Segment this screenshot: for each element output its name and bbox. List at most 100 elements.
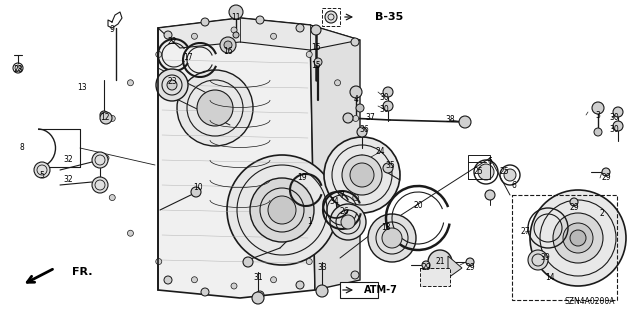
Circle shape bbox=[231, 283, 237, 289]
Text: 33: 33 bbox=[317, 263, 327, 273]
Circle shape bbox=[350, 86, 362, 98]
Circle shape bbox=[296, 281, 304, 289]
Circle shape bbox=[156, 52, 162, 58]
Text: 34: 34 bbox=[329, 197, 339, 206]
Circle shape bbox=[201, 288, 209, 296]
Circle shape bbox=[233, 32, 239, 38]
Text: 4: 4 bbox=[353, 95, 358, 105]
Circle shape bbox=[100, 112, 112, 124]
Text: 5: 5 bbox=[40, 171, 44, 180]
Circle shape bbox=[167, 80, 177, 90]
Text: 30: 30 bbox=[609, 114, 619, 123]
Circle shape bbox=[602, 168, 610, 176]
Text: 11: 11 bbox=[231, 13, 241, 22]
Circle shape bbox=[306, 259, 312, 265]
Circle shape bbox=[382, 228, 402, 248]
Bar bbox=[340, 282, 378, 298]
Text: 19: 19 bbox=[297, 173, 307, 182]
Circle shape bbox=[324, 137, 400, 213]
Text: 13: 13 bbox=[77, 84, 87, 92]
Text: 14: 14 bbox=[545, 274, 555, 283]
Circle shape bbox=[353, 195, 359, 201]
Polygon shape bbox=[158, 18, 315, 298]
Circle shape bbox=[528, 250, 548, 270]
Circle shape bbox=[109, 195, 115, 201]
Text: 6: 6 bbox=[511, 180, 516, 189]
Text: 21: 21 bbox=[435, 258, 445, 267]
Text: 23: 23 bbox=[167, 77, 177, 86]
Circle shape bbox=[570, 230, 586, 246]
Circle shape bbox=[330, 204, 366, 240]
Text: 30: 30 bbox=[379, 106, 389, 115]
Circle shape bbox=[325, 11, 337, 23]
Bar bbox=[420, 268, 450, 286]
Text: B-35: B-35 bbox=[375, 12, 403, 22]
Text: 9: 9 bbox=[109, 26, 115, 35]
Circle shape bbox=[177, 70, 253, 146]
Circle shape bbox=[164, 31, 172, 39]
Text: 16: 16 bbox=[223, 47, 233, 57]
Text: 29: 29 bbox=[465, 263, 475, 273]
Circle shape bbox=[103, 155, 109, 161]
Circle shape bbox=[229, 5, 243, 19]
Circle shape bbox=[231, 27, 237, 33]
Polygon shape bbox=[448, 256, 462, 278]
Text: 7: 7 bbox=[340, 191, 344, 201]
Text: FR.: FR. bbox=[72, 267, 93, 277]
Circle shape bbox=[459, 116, 471, 128]
Text: 37: 37 bbox=[365, 114, 375, 123]
Circle shape bbox=[357, 127, 367, 137]
Circle shape bbox=[383, 87, 393, 97]
Circle shape bbox=[250, 178, 314, 242]
Text: 18: 18 bbox=[381, 223, 391, 233]
Circle shape bbox=[530, 190, 626, 286]
Circle shape bbox=[563, 223, 593, 253]
Text: 29: 29 bbox=[601, 173, 611, 182]
Circle shape bbox=[359, 155, 365, 161]
Text: 25: 25 bbox=[499, 167, 509, 177]
Circle shape bbox=[256, 291, 264, 299]
Circle shape bbox=[311, 25, 321, 35]
Circle shape bbox=[383, 101, 393, 111]
Text: 1: 1 bbox=[308, 218, 312, 227]
Text: 8: 8 bbox=[20, 143, 24, 153]
Text: 24: 24 bbox=[375, 148, 385, 156]
Circle shape bbox=[466, 258, 474, 266]
Circle shape bbox=[34, 162, 50, 178]
Circle shape bbox=[100, 111, 108, 119]
Circle shape bbox=[314, 58, 322, 66]
Circle shape bbox=[335, 230, 340, 236]
Polygon shape bbox=[158, 18, 360, 50]
Text: 15: 15 bbox=[311, 44, 321, 52]
Polygon shape bbox=[310, 25, 360, 290]
Circle shape bbox=[553, 213, 603, 263]
Circle shape bbox=[478, 164, 494, 180]
Circle shape bbox=[356, 104, 364, 112]
Circle shape bbox=[383, 163, 393, 173]
Circle shape bbox=[256, 16, 264, 24]
Circle shape bbox=[220, 37, 236, 53]
Circle shape bbox=[201, 18, 209, 26]
Circle shape bbox=[428, 250, 452, 274]
Text: 10: 10 bbox=[193, 183, 203, 193]
Circle shape bbox=[594, 128, 602, 136]
Text: 12: 12 bbox=[100, 114, 109, 123]
Circle shape bbox=[271, 33, 276, 39]
Text: 6: 6 bbox=[488, 157, 492, 166]
Bar bbox=[322, 8, 340, 26]
Bar bbox=[468, 155, 490, 179]
Circle shape bbox=[592, 102, 604, 114]
Text: 27: 27 bbox=[520, 228, 530, 236]
Text: 29: 29 bbox=[569, 204, 579, 212]
Text: 35: 35 bbox=[385, 161, 395, 170]
Circle shape bbox=[164, 276, 172, 284]
Text: ATM-7: ATM-7 bbox=[364, 285, 398, 295]
Circle shape bbox=[353, 116, 359, 122]
Circle shape bbox=[422, 261, 430, 269]
Text: 39: 39 bbox=[540, 253, 550, 262]
Circle shape bbox=[252, 292, 264, 304]
Circle shape bbox=[127, 230, 134, 236]
Circle shape bbox=[268, 196, 296, 224]
Circle shape bbox=[15, 65, 21, 71]
Circle shape bbox=[243, 257, 253, 267]
